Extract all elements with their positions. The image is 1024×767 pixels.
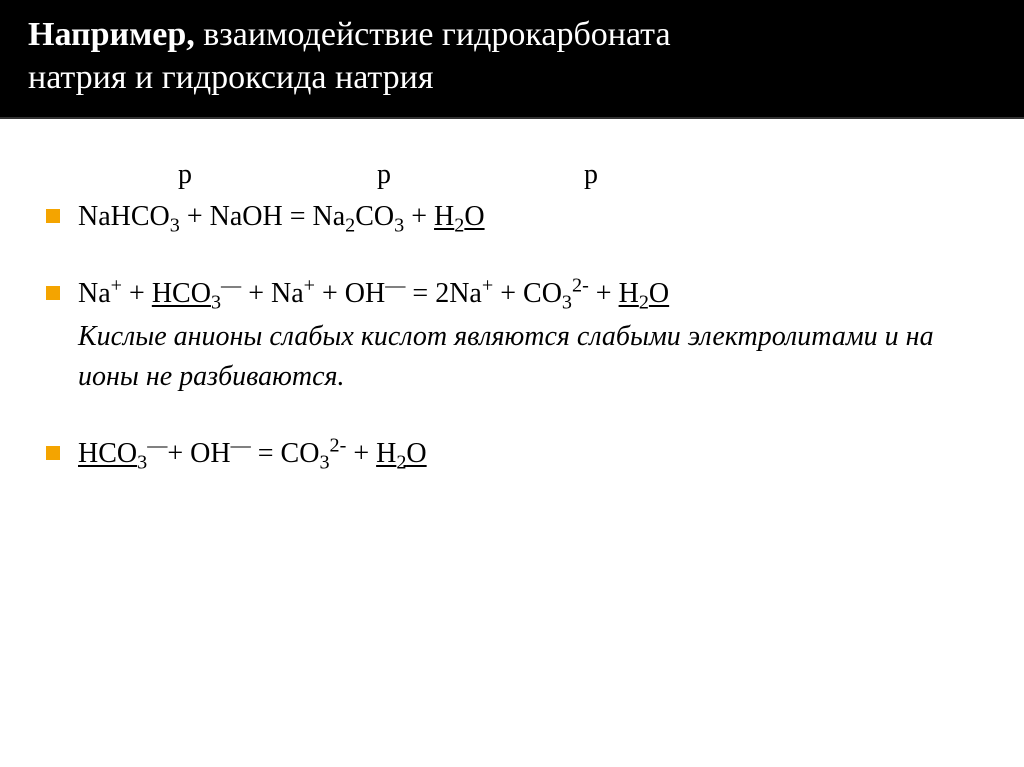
equation-3: HCO3—+ OH— = CO32- + H2O bbox=[78, 434, 984, 473]
equation-block-2: Na+ + HCO3— + Na+ + OH— = 2Na+ + CO32- +… bbox=[40, 274, 984, 396]
state-1: р bbox=[178, 159, 370, 191]
title-line2: натрия и гидроксида натрия bbox=[28, 59, 434, 96]
slide-content: р р р NaHCO3 + NaOH = Na2CO3 + H2O Na+ +… bbox=[0, 119, 1024, 473]
title-highlight: Например bbox=[28, 16, 186, 53]
equation-1: NaHCO3 + NaOH = Na2CO3 + H2O bbox=[78, 197, 984, 236]
equation-2: Na+ + HCO3— + Na+ + OH— = 2Na+ + CO32- +… bbox=[78, 274, 984, 396]
title-comma: , bbox=[186, 16, 203, 53]
slide-header: Например, взаимодействие гидрокарбоната … bbox=[0, 0, 1024, 119]
state-3: р bbox=[584, 159, 598, 191]
slide-title: Например, взаимодействие гидрокарбоната … bbox=[28, 14, 996, 99]
state-2: р bbox=[377, 159, 577, 191]
solubility-row: р р р bbox=[40, 159, 984, 191]
equation-block-3: HCO3—+ OH— = CO32- + H2O bbox=[40, 434, 984, 473]
bullet-icon bbox=[46, 286, 60, 300]
bullet-icon bbox=[46, 209, 60, 223]
equation-block-1: NaHCO3 + NaOH = Na2CO3 + H2O bbox=[40, 197, 984, 236]
bullet-icon bbox=[46, 446, 60, 460]
equation-2-note: Кислые анионы слабых кислот являются сла… bbox=[78, 317, 984, 395]
equation-2-formula: Na+ + HCO3— + Na+ + OH— = 2Na+ + CO32- +… bbox=[78, 278, 669, 309]
title-line1: взаимодействие гидрокарбоната bbox=[203, 16, 670, 53]
